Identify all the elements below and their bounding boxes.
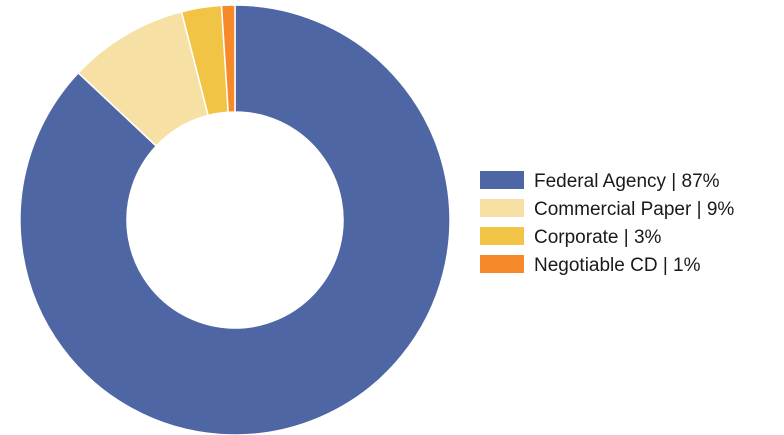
legend-swatch-negotiable-cd	[480, 255, 524, 273]
legend-swatch-commercial-paper	[480, 199, 524, 217]
chart-legend: Federal Agency | 87% Commercial Paper | 9…	[480, 171, 734, 276]
legend-label-federal-agency: Federal Agency | 87%	[534, 171, 720, 192]
legend-label-negotiable-cd: Negotiable CD | 1%	[534, 255, 701, 276]
legend-label-commercial-paper: Commercial Paper | 9%	[534, 199, 734, 220]
legend-label-corporate: Corporate | 3%	[534, 227, 662, 248]
legend-swatch-corporate	[480, 227, 524, 245]
slice-negotiable-cd	[220, 4, 236, 114]
legend-swatch-federal-agency	[480, 171, 524, 189]
donut-slices	[19, 4, 451, 435]
slice-federal-agency	[19, 4, 451, 435]
